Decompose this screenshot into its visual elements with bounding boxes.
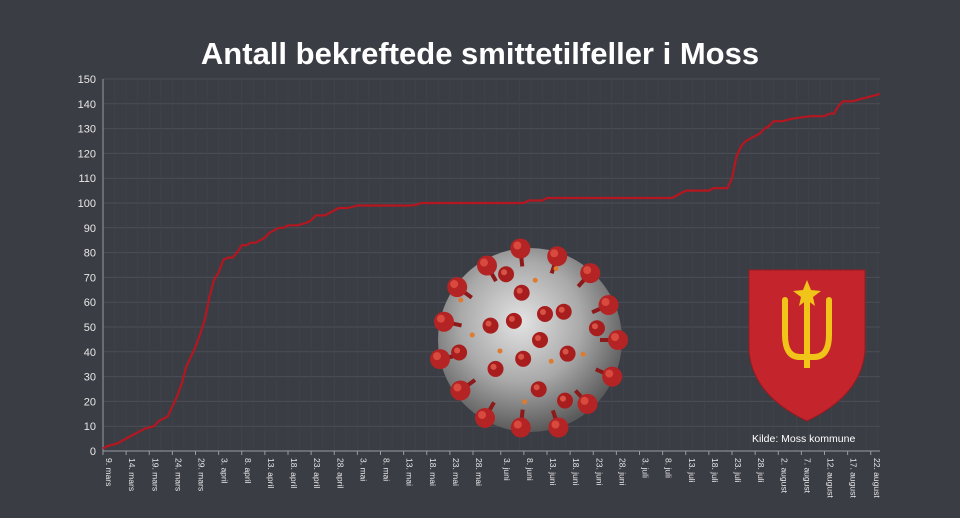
y-tick-label: 80: [84, 248, 96, 260]
y-tick-label: 70: [84, 272, 96, 284]
source-label: Kilde: Moss kommune: [752, 433, 856, 445]
y-tick-label: 0: [90, 446, 96, 458]
x-tick-label: 12. august: [826, 458, 836, 498]
x-tick-label: 7. august: [802, 458, 812, 494]
x-tick-label: 23. juni: [594, 458, 604, 486]
x-tick-label: 28. mai: [474, 458, 484, 486]
x-tick-label: 13. juni: [548, 458, 558, 486]
y-tick-label: 130: [78, 124, 96, 136]
x-axis: 9. mars 14. mars 19. mars 24. mars 29. mars 3…: [102, 450, 882, 498]
x-tick-label: 23. juli: [733, 458, 743, 483]
x-tick-label: 9. mars: [104, 458, 114, 486]
x-tick-label: 23. mai: [451, 458, 461, 486]
x-tick-label: 8. april: [243, 458, 253, 484]
x-tick-label: 18. juli: [710, 458, 720, 483]
x-tick-label: 28. juni: [617, 458, 627, 486]
chart-title: Antall bekreftede smittetilfeller i Moss: [200, 36, 760, 71]
x-tick-label: 28. april: [335, 458, 345, 488]
x-tick-label: 8. juli: [664, 458, 674, 478]
y-tick-label: 50: [84, 322, 96, 334]
x-tick-label: 13. mai: [405, 458, 415, 486]
x-tick-label: 17. august: [849, 458, 859, 498]
y-tick-label: 60: [84, 297, 96, 309]
x-tick-label: 22. august: [872, 458, 882, 498]
x-tick-label: 3. juli: [641, 458, 651, 478]
moss-coat-of-arms-icon: [748, 269, 866, 422]
x-tick-label: 28. juli: [756, 458, 766, 483]
x-tick-label: 18. april: [289, 458, 299, 488]
x-tick-label: 18. juni: [571, 458, 581, 486]
y-tick-label: 120: [78, 148, 96, 160]
x-tick-label: 19. mars: [150, 458, 160, 491]
x-tick-label: 3. mai: [358, 458, 368, 481]
y-tick-label: 140: [78, 99, 96, 111]
x-tick-label: 23. april: [312, 458, 322, 488]
x-tick-label: 8. mai: [382, 458, 392, 481]
x-tick-label: 3. juni: [502, 458, 512, 481]
y-axis: 0 10 20 30 40 50 60 70 80 90 100 110 120 130 140 150: [78, 74, 104, 458]
y-tick-label: 20: [84, 396, 96, 408]
y-tick-label: 150: [78, 74, 96, 86]
x-tick-label: 29. mars: [197, 458, 207, 491]
y-tick-label: 40: [84, 347, 96, 359]
y-tick-label: 10: [84, 421, 96, 433]
y-tick-label: 90: [84, 223, 96, 235]
x-tick-label: 14. mars: [127, 458, 137, 491]
y-tick-label: 110: [78, 173, 96, 185]
x-tick-label: 3. april: [220, 458, 230, 484]
x-tick-label: 24. mars: [173, 458, 183, 491]
y-tick-label: 100: [78, 198, 96, 210]
series-line: [102, 92, 881, 450]
x-tick-label: 8. juni: [525, 458, 535, 481]
x-tick-label: 2. august: [779, 458, 789, 494]
x-tick-label: 18. mai: [428, 458, 438, 486]
coronavirus-illustration-icon: [430, 238, 628, 438]
y-tick-label: 30: [84, 372, 96, 384]
x-tick-label: 13. juli: [687, 458, 697, 483]
x-tick-label: 13. april: [266, 458, 276, 488]
